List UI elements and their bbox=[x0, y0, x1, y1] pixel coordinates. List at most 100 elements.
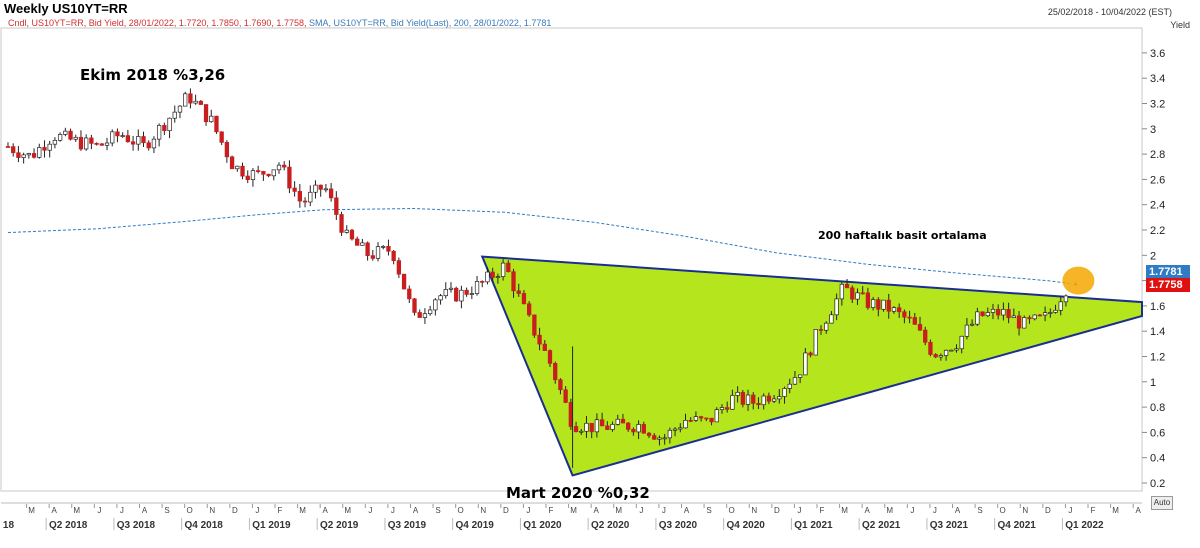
candle bbox=[125, 129, 131, 143]
candle-body bbox=[917, 324, 923, 331]
candle-body bbox=[438, 295, 443, 301]
candle bbox=[412, 298, 417, 316]
candle bbox=[474, 275, 480, 296]
y-tick-label: 1.2 bbox=[1150, 352, 1165, 364]
candle bbox=[422, 308, 428, 324]
candle-body bbox=[818, 329, 824, 331]
candle-body bbox=[11, 146, 16, 154]
sma-line bbox=[7, 207, 1070, 284]
candle bbox=[407, 285, 412, 304]
candle bbox=[881, 299, 886, 312]
candle-body bbox=[198, 100, 203, 105]
candle-body bbox=[1058, 301, 1063, 311]
candle bbox=[162, 122, 167, 136]
candle bbox=[334, 191, 339, 220]
candle bbox=[381, 245, 386, 250]
candle bbox=[646, 432, 652, 439]
candle bbox=[855, 288, 860, 306]
candle-body bbox=[511, 271, 516, 292]
candle-body bbox=[433, 299, 438, 311]
y-tick-label: 3.6 bbox=[1150, 48, 1165, 60]
x-month-label: A bbox=[864, 506, 870, 515]
triangle-pattern bbox=[480, 255, 1143, 477]
candle bbox=[985, 307, 990, 318]
candle bbox=[490, 267, 495, 282]
candle-body bbox=[73, 136, 78, 140]
candle-body bbox=[813, 329, 818, 356]
candle bbox=[141, 131, 146, 147]
candle bbox=[553, 361, 558, 384]
x-month-label: N bbox=[209, 506, 215, 515]
candle-body bbox=[245, 175, 250, 181]
x-month-label: N bbox=[480, 506, 486, 515]
candle bbox=[339, 211, 344, 236]
x-quarter-label: Q3 2019 bbox=[388, 520, 427, 531]
candle bbox=[370, 250, 375, 261]
candle bbox=[1022, 315, 1027, 329]
x-month-label: J bbox=[933, 506, 937, 515]
y-tick-label: 2.2 bbox=[1150, 225, 1165, 237]
x-quarter-label: Q2 2018 bbox=[49, 520, 88, 531]
candle bbox=[615, 414, 620, 426]
candle-body bbox=[855, 292, 860, 300]
y-axis: 0.20.40.60.811.21.41.61.822.22.42.62.833… bbox=[1150, 48, 1165, 490]
candle bbox=[563, 386, 568, 404]
x-month-label: F bbox=[820, 506, 825, 515]
candle-body bbox=[21, 154, 26, 158]
candle-body bbox=[292, 187, 297, 192]
candle bbox=[459, 285, 464, 309]
candle-body bbox=[5, 146, 11, 148]
candle bbox=[1006, 302, 1011, 324]
candle bbox=[156, 123, 162, 147]
candle-body bbox=[94, 143, 99, 145]
candle bbox=[349, 228, 355, 241]
candle-body bbox=[756, 402, 761, 406]
candle bbox=[99, 143, 104, 146]
candle bbox=[104, 137, 110, 151]
x-month-label: D bbox=[503, 506, 509, 515]
candle bbox=[68, 128, 73, 141]
candle-body bbox=[469, 293, 474, 295]
y-tick-label: 0.8 bbox=[1150, 402, 1165, 414]
annotation-sma: 200 haftalık basit ortalama bbox=[818, 229, 987, 242]
candle bbox=[110, 129, 115, 147]
candle-body bbox=[52, 139, 58, 145]
candle-body bbox=[167, 117, 172, 131]
candle bbox=[751, 392, 756, 410]
candle-body bbox=[850, 287, 855, 300]
y-tick-label: 1.6 bbox=[1150, 301, 1165, 313]
candle bbox=[542, 340, 547, 351]
candle bbox=[938, 353, 944, 361]
candle-body bbox=[422, 313, 428, 318]
highlight-ellipse bbox=[1062, 266, 1095, 295]
candle bbox=[834, 293, 839, 321]
candle bbox=[641, 421, 646, 434]
x-month-label: J bbox=[255, 506, 259, 515]
candle bbox=[610, 421, 615, 432]
candle bbox=[73, 134, 78, 142]
candle bbox=[480, 280, 485, 288]
candle-body bbox=[407, 288, 412, 300]
auto-scale-button[interactable]: Auto bbox=[1151, 496, 1173, 510]
candle bbox=[1063, 294, 1069, 307]
candle bbox=[787, 378, 792, 394]
candle bbox=[271, 169, 276, 181]
candle bbox=[1016, 311, 1022, 336]
candle bbox=[594, 413, 600, 438]
sma-value-badge: 1.7781 bbox=[1146, 265, 1190, 279]
candle bbox=[870, 296, 876, 311]
candle-body bbox=[652, 435, 657, 440]
candle bbox=[146, 140, 151, 151]
x-month-label: J bbox=[391, 506, 395, 515]
candle-body bbox=[740, 391, 745, 405]
candle-body bbox=[527, 303, 532, 316]
candle-body bbox=[599, 419, 605, 427]
x-month-label: D bbox=[774, 506, 780, 515]
x-month-label: A bbox=[684, 506, 690, 515]
candle-body bbox=[271, 169, 276, 177]
candle-body bbox=[766, 395, 772, 402]
candle-body bbox=[693, 416, 699, 421]
candle-body bbox=[31, 153, 37, 158]
candle bbox=[454, 286, 459, 303]
